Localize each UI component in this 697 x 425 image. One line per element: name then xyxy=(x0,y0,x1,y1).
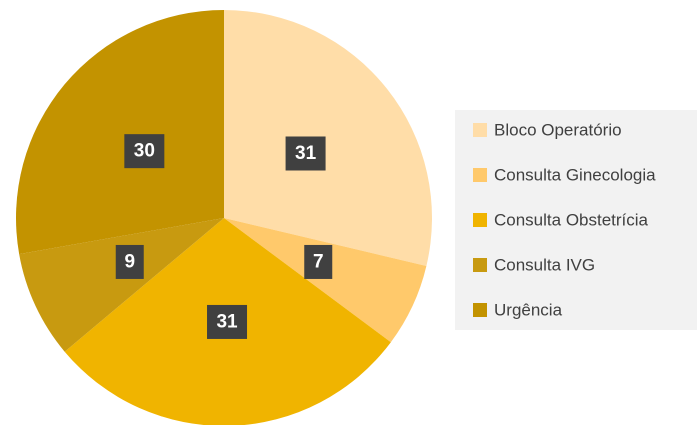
legend-swatch xyxy=(473,123,487,137)
data-label: 7 xyxy=(313,251,324,272)
legend-swatch xyxy=(473,213,487,227)
data-label: 31 xyxy=(216,311,238,332)
pie-slice xyxy=(224,10,433,266)
pie-slice xyxy=(19,218,224,352)
legend-swatch xyxy=(473,303,487,317)
pie-slice xyxy=(15,10,224,255)
legend-label: Consulta Obstetrícia xyxy=(494,211,649,230)
legend-label: Bloco Operatório xyxy=(494,121,622,140)
legend-label: Consulta IVG xyxy=(494,256,595,275)
legend-label: Urgência xyxy=(494,301,563,320)
data-label-box xyxy=(207,304,248,339)
data-label: 30 xyxy=(134,141,155,162)
data-label: 9 xyxy=(124,251,135,272)
data-label-box xyxy=(304,244,333,279)
data-label-box xyxy=(285,136,326,171)
legend-swatch xyxy=(473,258,487,272)
legend-box xyxy=(455,110,697,330)
data-label: 31 xyxy=(295,143,317,164)
data-label-box xyxy=(115,244,144,279)
pie-slice xyxy=(224,218,427,343)
legend-label: Consulta Ginecologia xyxy=(494,166,656,185)
data-label-box xyxy=(124,134,165,169)
legend-swatch xyxy=(473,168,487,182)
